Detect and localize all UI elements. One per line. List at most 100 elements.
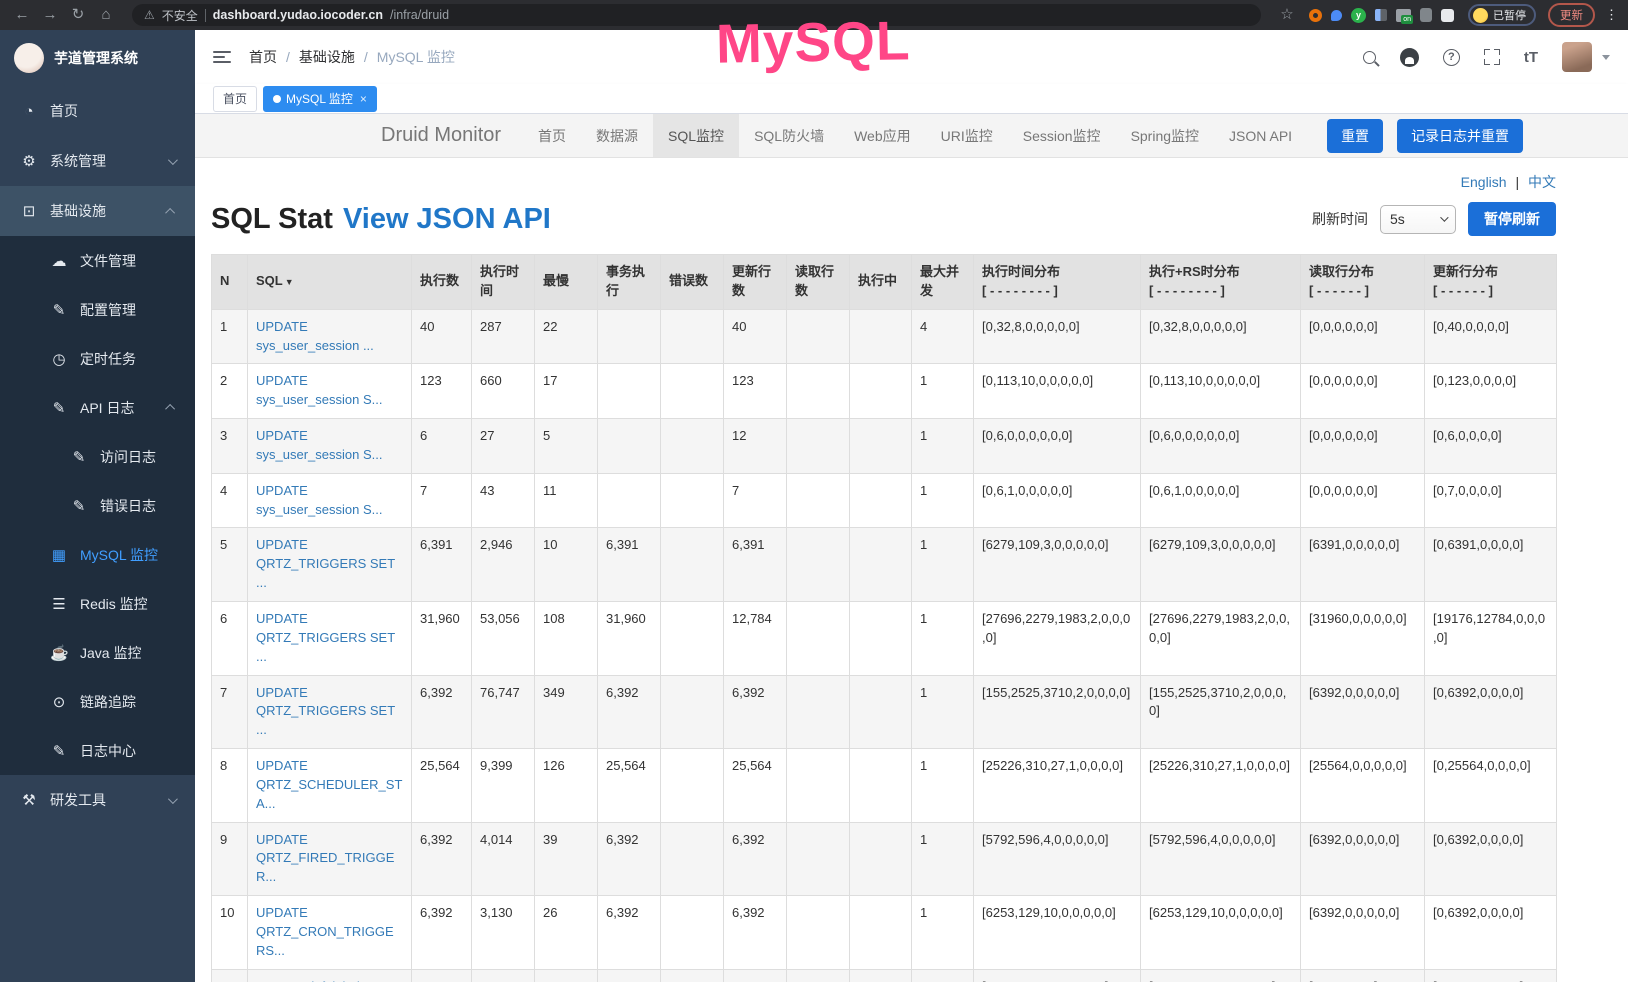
sidebar-item-api-logs[interactable]: ✎ API 日志	[0, 383, 195, 432]
sidebar-item-label: 链路追踪	[80, 693, 136, 710]
hamburger-icon[interactable]	[213, 48, 231, 66]
profile-avatar-icon	[1473, 7, 1488, 23]
table-header-cell[interactable]: 执行中	[849, 254, 912, 310]
druid-tab-uri-monitor[interactable]: URI监控	[940, 127, 993, 144]
tag-mysql-monitor[interactable]: MySQL 监控 ×	[263, 85, 377, 112]
sidebar-item-file-management[interactable]: ☁ 文件管理	[0, 236, 195, 285]
cell-exec-rs-dist: [0,32,8,0,0,0,0,0]	[1140, 308, 1301, 365]
sql-link[interactable]: UPDATE sys_user_session S...	[256, 482, 383, 517]
font-size-icon[interactable]: tT	[1523, 48, 1538, 66]
pause-refresh-button[interactable]: 暂停刷新	[1468, 202, 1556, 236]
table-header-cell[interactable]: 执行时间	[471, 254, 535, 310]
table-header-cell[interactable]: 执行数	[411, 254, 472, 310]
breadcrumb-item-infrastructure[interactable]: 基础设施	[298, 49, 355, 65]
table-header-cell[interactable]: 更新行分布 [ - - - - - - ]	[1424, 254, 1557, 310]
table-header-cell[interactable]: 读取行分布 [ - - - - - - ]	[1300, 254, 1425, 310]
github-icon[interactable]	[1399, 47, 1419, 67]
table-header-cell[interactable]: 最慢	[534, 254, 598, 310]
extension-squares-icon[interactable]	[1375, 9, 1387, 21]
sidebar-item-dev-tools[interactable]: ⚒ 研发工具	[0, 775, 195, 825]
avatar-caret-icon[interactable]	[1602, 54, 1610, 60]
sql-link[interactable]: UPDATE sys_user_session S...	[256, 428, 383, 462]
table-header-cell[interactable]: 执行时间分布 [ - - - - - - - - ]	[973, 254, 1141, 310]
sidebar-item-redis-monitor[interactable]: ☰ Redis 监控	[0, 579, 195, 628]
tag-home[interactable]: 首页	[213, 85, 258, 112]
druid-tab-web-app[interactable]: Web应用	[854, 127, 911, 144]
extension-drop-icon[interactable]	[1331, 9, 1342, 21]
lang-english-link[interactable]: English	[1460, 174, 1507, 190]
log-and-reset-button[interactable]: 记录日志并重置	[1397, 118, 1524, 153]
extension-green-icon[interactable]: y	[1351, 7, 1366, 23]
help-icon[interactable]: ?	[1442, 48, 1460, 66]
reset-button[interactable]: 重置	[1327, 118, 1384, 153]
druid-tab-sql-monitor[interactable]: SQL监控	[653, 114, 740, 157]
cell-update-rows-dist: [0,6392,0,0,0,0]	[1424, 821, 1557, 897]
extension-ring-icon[interactable]	[1309, 8, 1322, 22]
chevron-up-icon	[165, 403, 176, 414]
extension-gray-icon[interactable]	[1420, 8, 1432, 22]
cell-sql: UPDATE QRTZ_TRIGGERS SET ...	[247, 674, 412, 750]
table-header-cell[interactable]: 错误数	[660, 254, 724, 310]
sidebar-item-scheduled-jobs[interactable]: ◷ 定时任务	[0, 334, 195, 383]
refresh-interval-select[interactable]: 5s	[1380, 204, 1456, 234]
sql-link[interactable]: UPDATE inf_job_log SET e...	[256, 979, 403, 982]
cell-update-rows: 6,391	[723, 527, 787, 602]
sidebar-item-log-center[interactable]: ✎ 日志中心	[0, 726, 195, 775]
user-avatar[interactable]	[1562, 42, 1592, 72]
sidebar-item-access-logs[interactable]: ✎ 访问日志	[0, 432, 195, 481]
forward-icon[interactable]: →	[42, 6, 58, 23]
druid-brand[interactable]: Druid Monitor	[381, 124, 502, 146]
sidebar-item-mysql-monitor[interactable]: ▦ MySQL 监控	[0, 530, 195, 579]
table-header-cell[interactable]: SQL ▼	[247, 254, 412, 310]
sidebar-item-infrastructure[interactable]: ⊡ 基础设施	[0, 186, 195, 236]
address-bar[interactable]: ⚠ 不安全 dashboard.yudao.iocoder.cn /infra/…	[132, 4, 1261, 26]
back-icon[interactable]: ←	[14, 6, 30, 23]
sidebar-item-tracing[interactable]: ⊙ 链路追踪	[0, 677, 195, 726]
lang-chinese-link[interactable]: 中文	[1528, 174, 1556, 190]
sql-link[interactable]: UPDATE QRTZ_SCHEDULER_STA...	[256, 758, 403, 811]
sidebar-item-home[interactable]: ◔ 首页	[0, 86, 195, 136]
security-label[interactable]: 不安全	[161, 8, 198, 23]
search-icon[interactable]	[1362, 50, 1376, 64]
sql-link[interactable]: UPDATE sys_user_session ...	[256, 318, 374, 353]
druid-tab-json-api[interactable]: JSON API	[1229, 127, 1293, 144]
table-header-cell[interactable]: 最大并发	[911, 254, 974, 310]
sql-link[interactable]: UPDATE QRTZ_TRIGGERS SET ...	[256, 610, 395, 664]
fullscreen-icon[interactable]	[1483, 49, 1500, 65]
table-header-cell[interactable]: 事务执行	[597, 254, 661, 310]
sql-link[interactable]: UPDATE QRTZ_TRIGGERS SET ...	[256, 537, 395, 591]
extension-list-icon[interactable]: on	[1396, 8, 1413, 24]
table-header-cell[interactable]: N	[211, 254, 248, 310]
table-header-cell[interactable]: 执行+RS时分布 [ - - - - - - - - ]	[1140, 254, 1301, 310]
cell-max-concurrent: 1	[911, 968, 974, 982]
cell-running	[849, 527, 912, 602]
home-icon[interactable]: ⌂	[101, 6, 111, 23]
sidebar-item-java-monitor[interactable]: ☕ Java 监控	[0, 628, 195, 677]
table-header-cell[interactable]: 更新行数	[723, 254, 787, 310]
app-logo[interactable]: 芋道管理系统	[0, 30, 195, 86]
tag-close-icon[interactable]: ×	[359, 91, 367, 106]
druid-tab-datasource[interactable]: 数据源	[596, 127, 639, 144]
breadcrumb-item-home[interactable]: 首页	[249, 49, 277, 65]
cell-read-rows	[786, 308, 850, 365]
view-json-api-link[interactable]: View JSON API	[342, 202, 551, 235]
browser-profile-chip[interactable]: 已暂停	[1468, 4, 1536, 26]
sql-link[interactable]: UPDATE QRTZ_TRIGGERS SET ...	[256, 684, 395, 738]
druid-tab-sql-firewall[interactable]: SQL防火墙	[754, 127, 825, 144]
extensions-puzzle-icon[interactable]	[1441, 8, 1454, 22]
browser-update-button[interactable]: 更新	[1548, 3, 1595, 27]
druid-tab-home[interactable]: 首页	[538, 127, 567, 144]
sidebar-item-error-logs[interactable]: ✎ 错误日志	[0, 481, 195, 530]
browser-menu-icon[interactable]: ⋮	[1605, 7, 1618, 22]
sql-link[interactable]: UPDATE QRTZ_FIRED_TRIGGER...	[256, 831, 395, 885]
bookmark-star-icon[interactable]: ☆	[1280, 6, 1294, 23]
sidebar-item-config-management[interactable]: ✎ 配置管理	[0, 285, 195, 334]
druid-tab-spring-monitor[interactable]: Spring监控	[1130, 127, 1200, 144]
table-header-cell[interactable]: 读取行数	[786, 254, 850, 310]
sql-link[interactable]: UPDATE QRTZ_CRON_TRIGGERS...	[256, 905, 394, 958]
reload-icon[interactable]: ↻	[71, 6, 85, 23]
sql-link[interactable]: UPDATE sys_user_session S...	[256, 373, 383, 408]
sidebar-item-system-management[interactable]: ⚙ 系统管理	[0, 136, 195, 186]
druid-tab-session-monitor[interactable]: Session监控	[1022, 127, 1101, 144]
cell-running	[849, 308, 912, 365]
